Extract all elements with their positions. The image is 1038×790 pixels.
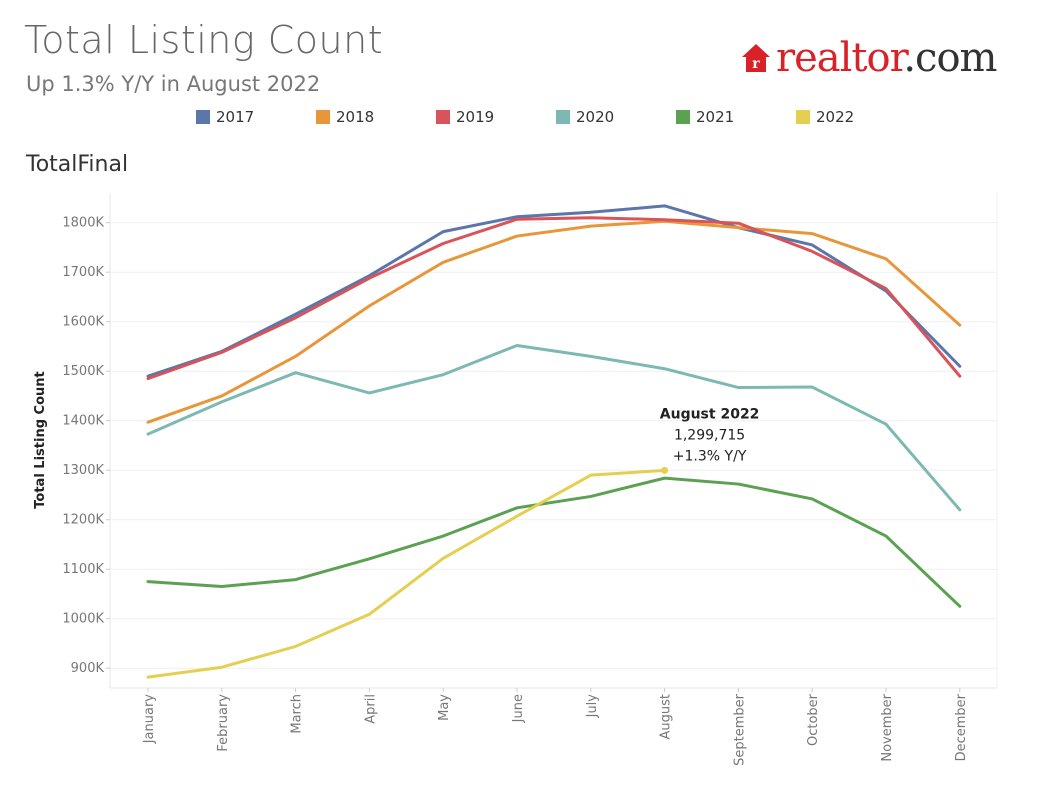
chart-subtitle: Up 1.3% Y/Y in August 2022: [26, 72, 321, 96]
legend-item-2017[interactable]: 2017: [196, 108, 316, 126]
x-tick-label: January: [142, 694, 157, 745]
y-tick-label: 900K: [71, 661, 105, 676]
x-tick-label: November: [880, 693, 895, 761]
x-tick-label: April: [363, 694, 378, 724]
series-line-2021: [146, 476, 962, 608]
x-tick-label: May: [437, 694, 452, 721]
y-tick-label: 1200K: [62, 513, 104, 528]
y-tick-label: 1300K: [62, 463, 104, 478]
x-tick-label: December: [954, 693, 969, 761]
y-tick-label: 1600K: [62, 315, 104, 330]
chart-legend: 2017 2018 2019 2020 2021 2022: [196, 108, 916, 126]
legend-item-2019[interactable]: 2019: [436, 108, 556, 126]
series-line-2017: [146, 204, 962, 378]
y-tick-label: 1100K: [62, 562, 104, 577]
x-tick-label: August: [659, 694, 674, 740]
legend-item-2022[interactable]: 2022: [796, 108, 916, 126]
legend-label: 2022: [816, 108, 855, 126]
legend-swatch: [196, 110, 210, 124]
house-r-icon: r: [742, 44, 770, 72]
series-line-2022: [146, 468, 667, 679]
legend-label: 2017: [216, 108, 255, 126]
series-line-2020: [146, 343, 962, 512]
series-line-2018: [146, 219, 962, 424]
legend-swatch: [676, 110, 690, 124]
chart-title: Total Listing Count: [24, 18, 384, 62]
y-tick-label: 1800K: [62, 216, 104, 231]
legend-label: 2018: [336, 108, 375, 126]
legend-item-2021[interactable]: 2021: [676, 108, 796, 126]
logo-wordmark: realtor.com: [776, 35, 997, 81]
y-axis-label: Total Listing Count: [33, 371, 48, 508]
annotation-value: 1,299,715: [674, 427, 745, 443]
legend-label: 2021: [696, 108, 735, 126]
x-tick-label: July: [585, 694, 600, 719]
svg-text:r: r: [752, 56, 760, 72]
y-tick-label: 1000K: [62, 612, 104, 627]
legend-swatch: [436, 110, 450, 124]
x-tick-label: October: [806, 693, 821, 746]
y-tick-label: 1500K: [62, 364, 104, 379]
x-tick-label: February: [216, 694, 231, 752]
x-tick-label: September: [732, 693, 747, 766]
legend-swatch: [796, 110, 810, 124]
y-tick-label: 1400K: [62, 414, 104, 429]
x-tick-label: March: [290, 694, 305, 734]
sheet-title: TotalFinal: [26, 152, 129, 177]
annotation-change: +1.3% Y/Y: [673, 448, 747, 464]
legend-label: 2020: [576, 108, 615, 126]
legend-swatch: [556, 110, 570, 124]
legend-swatch: [316, 110, 330, 124]
series-line-2019: [146, 216, 962, 381]
legend-item-2020[interactable]: 2020: [556, 108, 676, 126]
annotation-point: [661, 466, 669, 474]
annotation-title: August 2022: [660, 406, 760, 422]
legend-item-2018[interactable]: 2018: [316, 108, 436, 126]
x-tick-label: June: [511, 694, 526, 723]
legend-label: 2019: [456, 108, 495, 126]
realtor-logo: r realtor.com: [740, 35, 997, 81]
y-tick-label: 1700K: [62, 265, 104, 280]
